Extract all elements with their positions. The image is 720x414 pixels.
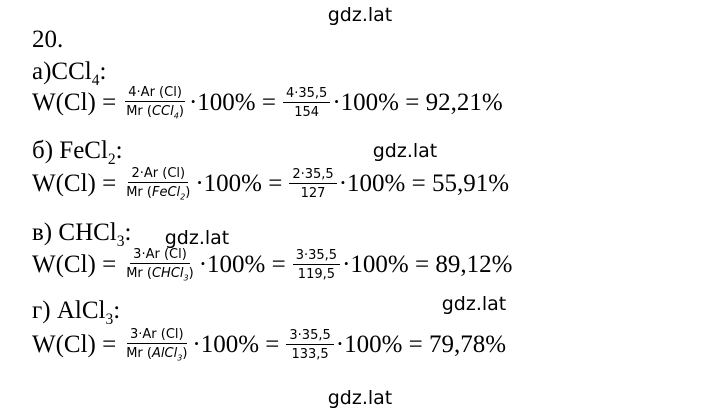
- formula-lhs: W(Cl) =: [32, 250, 117, 278]
- watermark: gdz.lat: [372, 140, 438, 162]
- label-subscript: 4: [91, 72, 100, 89]
- label-prefix: а): [32, 58, 52, 85]
- label-prefix: в): [32, 219, 59, 246]
- den-open: Mr (: [126, 346, 152, 361]
- formula-line: W(Cl) = 2·Ar (Cl) Mr (FeCl2) ·100% = 2·35,5 1…: [32, 166, 509, 202]
- den-subscript: 3: [177, 353, 183, 363]
- label-compound: AlCl: [56, 297, 106, 324]
- formula-result: ·100% = 79,78%: [335, 330, 507, 358]
- label-suffix: :: [113, 297, 121, 324]
- den-close: ): [182, 346, 188, 361]
- formula-result: ·100% = 55,91%: [338, 169, 510, 197]
- den-close: ): [178, 104, 184, 119]
- den-open: Mr (: [126, 185, 152, 200]
- label-suffix: :: [99, 58, 107, 85]
- fraction: 4·35,5 154: [282, 86, 331, 120]
- formula-line: W(Cl) = 3·Ar (Cl) Mr (CHCl3) ·100% = 3·35,5 1…: [32, 247, 512, 283]
- formula-lhs: W(Cl) =: [32, 330, 117, 358]
- denominator: Mr (CHCl3): [123, 264, 197, 283]
- denominator: Mr (FeCl2): [123, 183, 193, 202]
- task-number: 20.: [32, 26, 64, 53]
- item-label: б) FeCl2:: [32, 137, 123, 169]
- label-subscript: 2: [107, 151, 116, 168]
- label-subscript: 3: [105, 311, 114, 328]
- den-subscript: 3: [183, 273, 189, 283]
- fraction: 3·Ar (Cl) Mr (CHCl3): [123, 247, 197, 283]
- formula-line: W(Cl) = 4·Ar (Cl) Mr (CCl4) ·100% = 4·35,5 15…: [32, 85, 503, 121]
- formula-mid: ·100% =: [195, 169, 283, 197]
- formula-mid: ·100% =: [198, 250, 286, 278]
- den-subscript: 4: [173, 111, 179, 121]
- label-subscript: 3: [116, 233, 125, 250]
- item-label: а)CCl4:: [32, 58, 106, 90]
- numerator: 2·Ar (Cl): [128, 166, 189, 183]
- fraction: 4·Ar (Cl) Mr (CCl4): [123, 85, 187, 121]
- numerator: 2·35,5: [289, 167, 337, 184]
- denominator: Mr (CCl4): [123, 102, 187, 121]
- item-label: в) CHCl3:: [32, 219, 131, 251]
- den-compound: CCl: [151, 104, 174, 119]
- numerator: 4·Ar (Cl): [125, 85, 185, 102]
- fraction: 2·35,5 127: [289, 167, 337, 201]
- formula-lhs: W(Cl) =: [32, 169, 117, 197]
- den-open: Mr (: [126, 104, 152, 119]
- den-open: Mr (: [126, 266, 152, 281]
- label-compound: FeCl: [59, 137, 108, 164]
- formula-result: ·100% = 92,21%: [332, 88, 503, 116]
- label-prefix: г): [32, 297, 57, 324]
- label-suffix: :: [124, 219, 132, 246]
- den-close: ): [188, 266, 194, 281]
- denominator: Mr (AlCl3): [123, 344, 190, 363]
- item-label: г) AlCl3:: [32, 297, 120, 329]
- fraction: 2·Ar (Cl) Mr (FeCl2): [123, 166, 193, 202]
- den-subscript: 2: [180, 192, 186, 202]
- watermark: gdz.lat: [441, 293, 507, 315]
- denominator: 127: [300, 185, 326, 201]
- label-compound: CHCl: [58, 219, 117, 246]
- watermark: gdz.lat: [327, 4, 393, 26]
- den-close: ): [185, 185, 191, 200]
- watermark: gdz.lat: [164, 227, 230, 249]
- den-compound: FeCl: [151, 185, 181, 200]
- formula-line: W(Cl) = 3·Ar (Cl) Mr (AlCl3) ·100% = 3·35,5 1…: [32, 327, 506, 363]
- denominator: 133,5: [291, 346, 329, 362]
- numerator: 3·Ar (Cl): [127, 327, 187, 344]
- fraction: 3·35,5 119,5: [292, 248, 341, 282]
- label-prefix: б): [32, 137, 60, 164]
- fraction: 3·35,5 133,5: [286, 328, 334, 362]
- fraction: 3·Ar (Cl) Mr (AlCl3): [123, 327, 190, 363]
- denominator: 154: [294, 104, 320, 120]
- label-compound: CCl: [51, 58, 92, 85]
- formula-lhs: W(Cl) =: [32, 88, 117, 116]
- numerator: 3·35,5: [286, 328, 334, 345]
- den-compound: AlCl: [151, 346, 178, 361]
- formula-mid: ·100% =: [192, 330, 280, 358]
- den-compound: CHCl: [151, 266, 184, 281]
- numerator: 4·35,5: [282, 86, 331, 103]
- formula-result: ·100% = 89,12%: [342, 250, 513, 278]
- formula-mid: ·100% =: [188, 88, 276, 116]
- numerator: 3·Ar (Cl): [130, 247, 190, 264]
- watermark: gdz.lat: [327, 387, 393, 409]
- numerator: 3·35,5: [292, 248, 341, 265]
- denominator: 119,5: [297, 266, 336, 282]
- label-suffix: :: [115, 137, 123, 164]
